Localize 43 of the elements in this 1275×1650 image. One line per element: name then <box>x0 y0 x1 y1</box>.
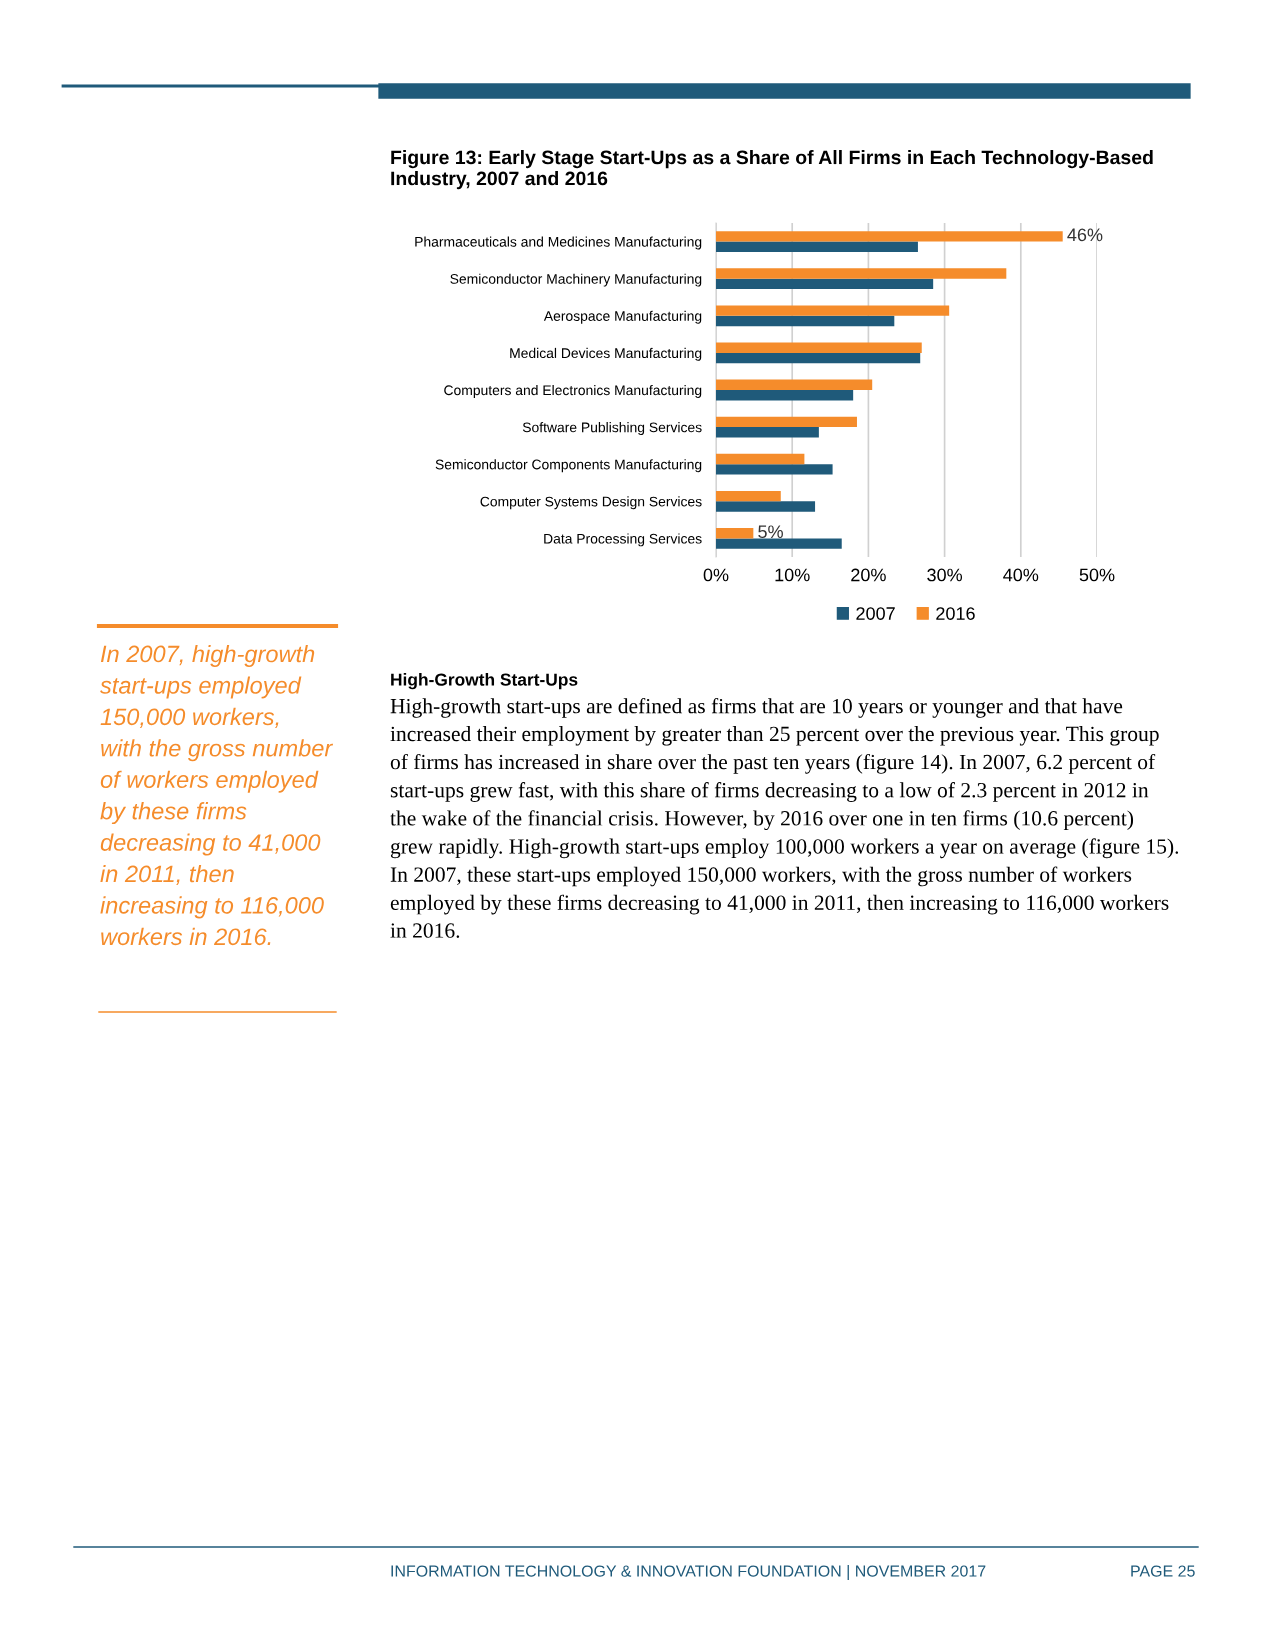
text: In 2007, high-growth start-ups employed 150,000 workers, with the gross number of workers employed by these firms decreasing to 41,000 in 2011, then increasing to 116,000 workers in 2016. <box>100 645 334 946</box>
x-tick-label: 10% <box>775 568 810 582</box>
bar <box>716 231 1063 242</box>
bar <box>716 241 918 252</box>
bar <box>716 427 819 438</box>
x-tick-label: 30% <box>927 568 963 582</box>
data-label: 5% <box>758 525 783 539</box>
bar <box>716 315 895 327</box>
bar <box>716 453 805 465</box>
y-tick-label: Medical Devices Manufacturing <box>510 347 702 361</box>
y-tick-label: Computer Systems Design Services <box>480 496 702 510</box>
x-tick-label: 50% <box>1079 568 1115 582</box>
text: High-Growth Start-Ups <box>391 673 578 690</box>
legend-label: 2016 <box>936 607 975 620</box>
bar <box>716 538 842 549</box>
y-tick-label: Semiconductor Components Manufacturing <box>435 459 702 473</box>
x-tick-label: 0% <box>703 568 729 582</box>
bar <box>716 268 1007 279</box>
bar <box>716 464 833 475</box>
legend-label: 2007 <box>856 607 895 620</box>
bar <box>716 342 922 353</box>
text: INFORMATION TECHNOLOGY & INNOVATION FOUNDATION | NOVEMBER 2017 <box>391 1565 986 1580</box>
y-tick-label: Data Processing Services <box>544 533 702 547</box>
bar <box>716 379 873 390</box>
x-tick-label: 40% <box>1003 568 1039 582</box>
bar <box>716 490 781 502</box>
x-tick-label: 20% <box>851 568 886 582</box>
text: PAGE 25 <box>1131 1565 1195 1577</box>
y-tick-label: Pharmaceuticals and Medicines Manufacturing <box>415 236 702 250</box>
bar <box>716 528 754 539</box>
y-tick-label: Software Publishing Services <box>522 422 702 436</box>
bar <box>716 390 854 401</box>
y-tick-label: Semiconductor Machinery Manufacturing <box>450 273 702 287</box>
bar <box>716 352 921 364</box>
data-label: 46% <box>1067 228 1103 242</box>
bar <box>716 501 816 512</box>
bar <box>716 305 950 316</box>
bar <box>716 416 857 428</box>
text: High-growth start-ups are defined as firms that are 10 years or younger and that have increased their employment by greater than 25 percent over the previous year. This group of firms has increased in share over the past ten years (figure 14). In 2007, 6.2 percent of start-ups grew fast, with this share of firms decreasing to a low of 2.3 percent in 2012 in the wake of the financial crisis. However, by 2016 over one in ten firms (10.6 percent) grew rapidly. High-growth start-ups employ 100,000 workers a year on average (figure 15). In 2007, these start-ups employed 150,000 workers, with the gross number of workers employed by these firms decreasing to 41,000 in 2011, then increasing to 116,000 workers in 2016. <box>390 698 1179 938</box>
y-tick-label: Computers and Electronics Manufacturing <box>444 384 702 398</box>
chart-title: Figure 13: Early Stage Start-Ups as a Share of All Firms in Each Technology-Based Industry, 2007 and 2016 <box>391 150 1153 190</box>
y-tick-label: Aerospace Manufacturing <box>543 310 702 324</box>
bar <box>716 278 934 290</box>
